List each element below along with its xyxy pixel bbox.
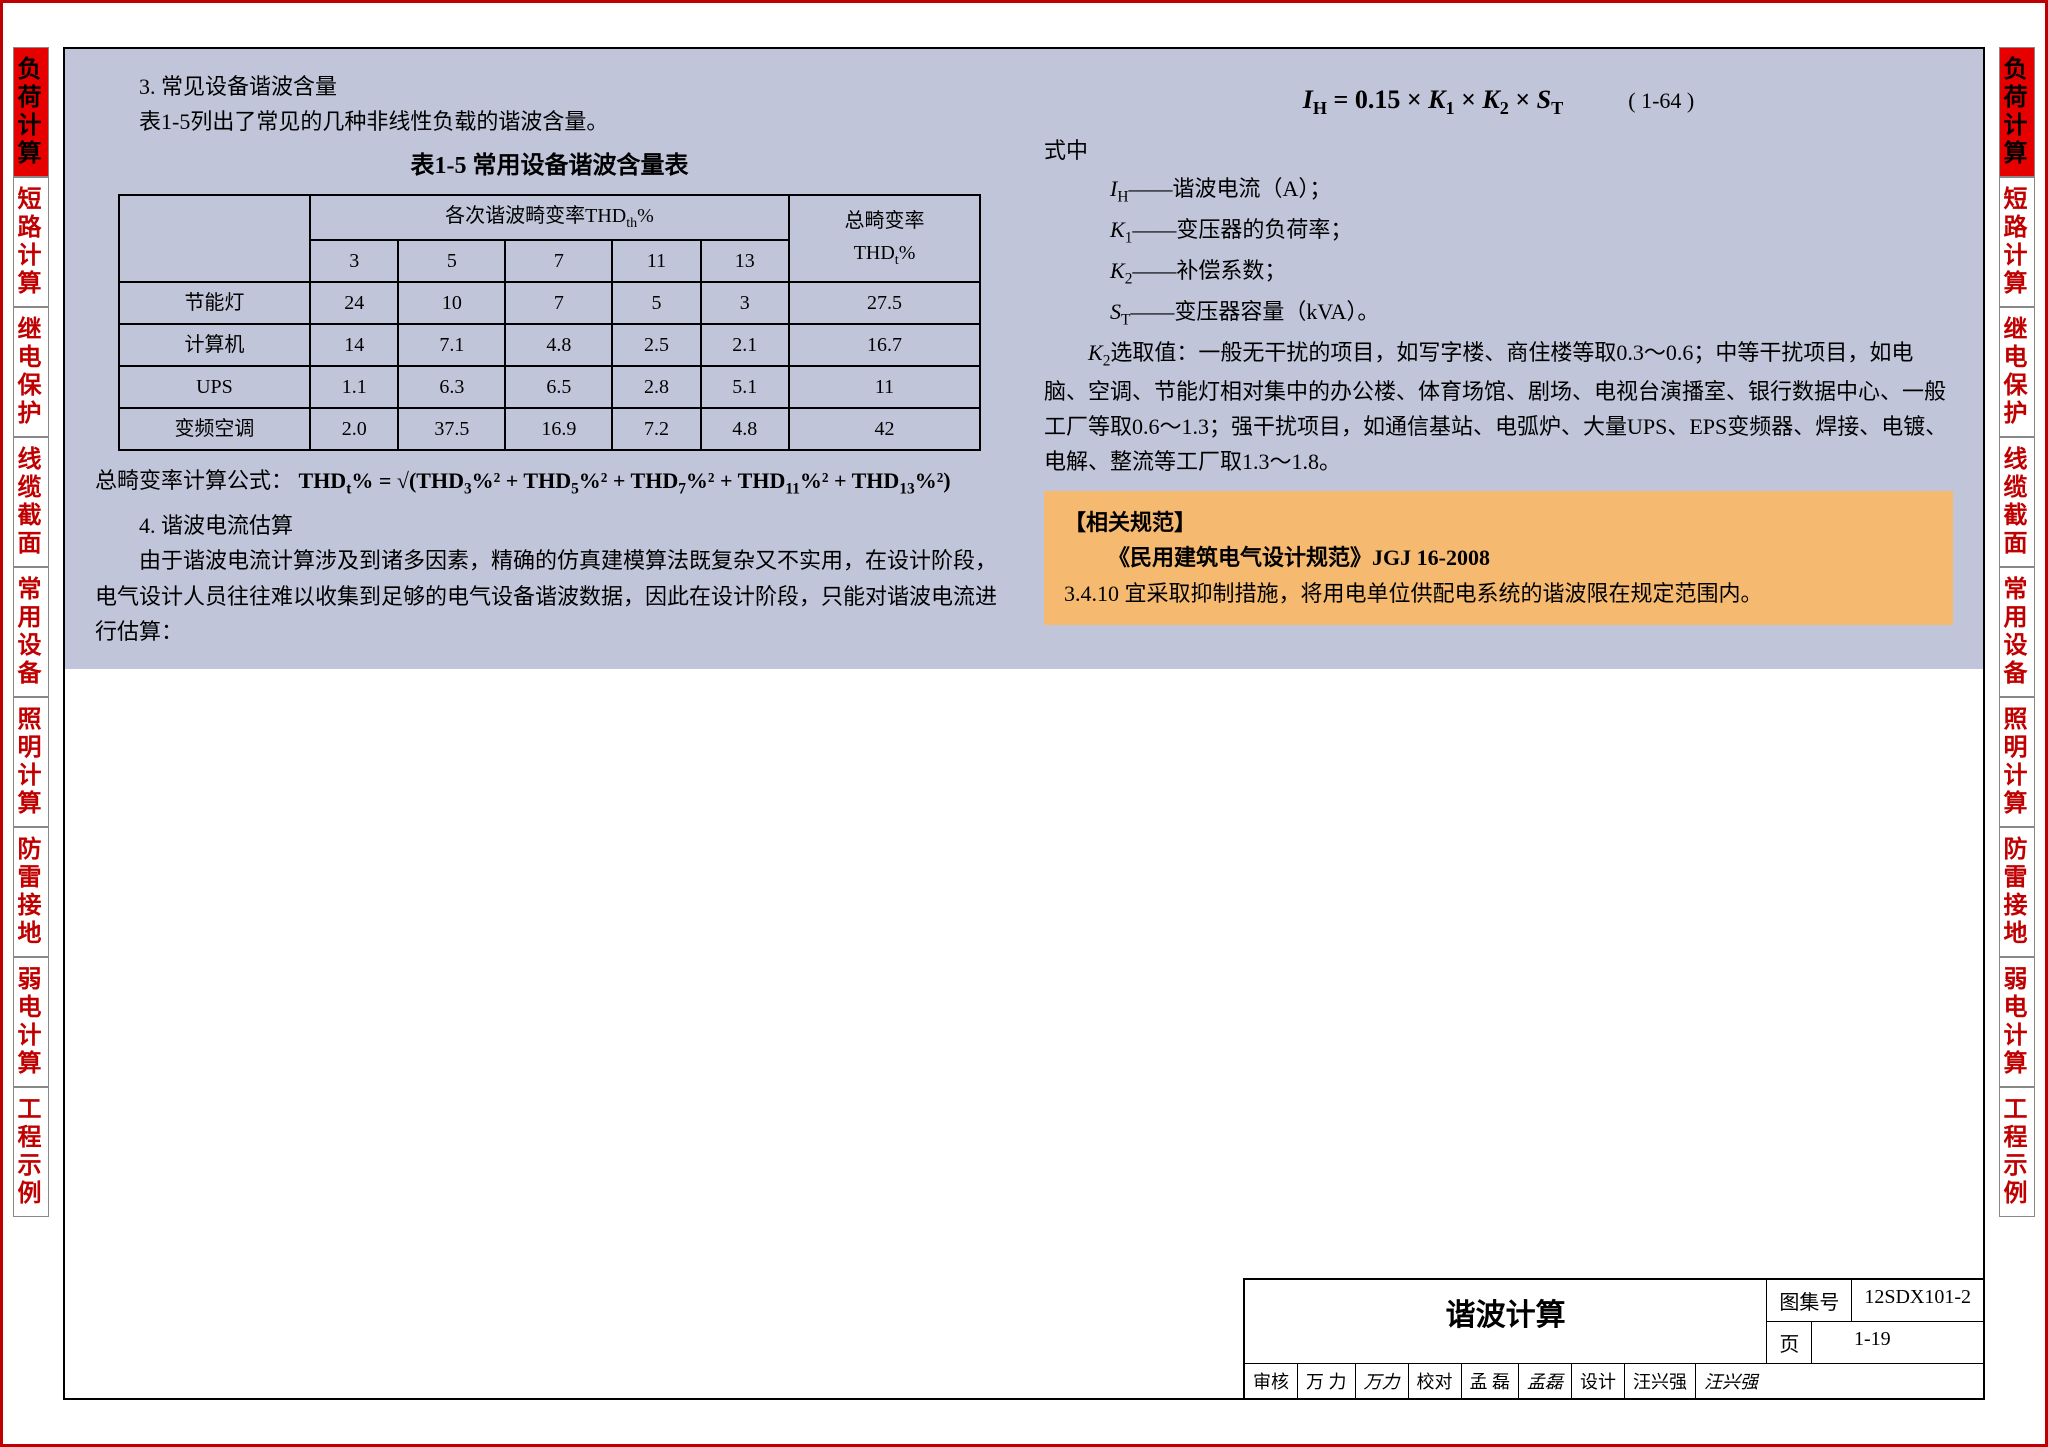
th-total: 总畸变率 THDt% [789, 195, 980, 282]
tab-6[interactable]: 防雷接地 [1999, 827, 2035, 957]
tab-0[interactable]: 负荷计算 [1999, 47, 2035, 177]
table-row: UPS1.16.36.52.85.111 [119, 366, 981, 408]
page-title: 谐波计算 [1245, 1280, 1767, 1363]
approvals-row: 审核万 力万力校对孟 磊孟磊设计汪兴强汪兴强 [1245, 1364, 1983, 1398]
regulation-ref: 《民用建筑电气设计规范》JGJ 16-2008 [1064, 540, 1933, 575]
tab-8[interactable]: 工程示例 [1999, 1087, 2035, 1217]
th-col: 3 [310, 240, 398, 282]
intro-text: 表1-5列出了常见的几种非线性负载的谐波含量。 [95, 104, 1004, 139]
table-row: 节能灯241075327.5 [119, 282, 981, 324]
definition: ST——变压器容量（kVA）。 [1110, 294, 1953, 333]
definition: IH——谐波电流（A）； [1110, 171, 1953, 210]
main-area: 3. 常见设备谐波含量 表1-5列出了常见的几种非线性负载的谐波含量。 表1-5… [63, 47, 1985, 1400]
definition: K1——变压器的负荷率； [1110, 212, 1953, 251]
th-col: 5 [398, 240, 505, 282]
tab-3[interactable]: 线缆截面 [1999, 437, 2035, 567]
section-heading-4: 4. 谐波电流估算 [95, 508, 1004, 543]
tab-2[interactable]: 继电保护 [1999, 307, 2035, 437]
regulation-clause: 3.4.10 宜采取抑制措施，将用电单位供配电系统的谐波限在规定范围内。 [1064, 576, 1933, 611]
left-column: 3. 常见设备谐波含量 表1-5列出了常见的几种非线性负载的谐波含量。 表1-5… [95, 69, 1024, 649]
tab-7[interactable]: 弱电计算 [13, 957, 49, 1087]
th-blank [119, 195, 310, 282]
tab-6[interactable]: 防雷接地 [13, 827, 49, 957]
page-frame: 负荷计算短路计算继电保护线缆截面常用设备照明计算防雷接地弱电计算工程示例 负荷计… [0, 0, 2048, 1447]
table-row: 变频空调2.037.516.97.24.842 [119, 408, 981, 450]
definition: K2——补偿系数； [1110, 253, 1953, 292]
th-col: 11 [612, 240, 700, 282]
tab-1[interactable]: 短路计算 [1999, 177, 2035, 307]
tab-2[interactable]: 继电保护 [13, 307, 49, 437]
th-col: 7 [505, 240, 612, 282]
tab-4[interactable]: 常用设备 [1999, 567, 2035, 697]
page-number: 1-19 [1812, 1322, 1932, 1363]
thd-table: 各次谐波畸变率THDth% 总畸变率 THDt% 3571113 节能灯2410… [118, 194, 982, 451]
regulation-box: 【相关规范】 《民用建筑电气设计规范》JGJ 16-2008 3.4.10 宜采… [1044, 491, 1953, 625]
page-label: 页 [1767, 1322, 1812, 1363]
tab-8[interactable]: 工程示例 [13, 1087, 49, 1217]
side-tabs-left: 负荷计算短路计算继电保护线缆截面常用设备照明计算防雷接地弱电计算工程示例 [13, 47, 49, 1217]
code-value: 12SDX101-2 [1852, 1280, 1983, 1321]
section-heading-3: 3. 常见设备谐波含量 [95, 69, 1004, 104]
code-label: 图集号 [1767, 1280, 1852, 1321]
estimation-text: 由于谐波电流计算涉及到诸多因素，精确的仿真建模算法既复杂又不实用，在设计阶段，电… [95, 543, 1004, 649]
tab-4[interactable]: 常用设备 [13, 567, 49, 697]
title-block: 谐波计算 图集号 12SDX101-2 页 1-19 审核万 力万力校对孟 磊孟… [1243, 1278, 1983, 1398]
table-title: 表1-5 常用设备谐波含量表 [95, 147, 1004, 185]
tab-1[interactable]: 短路计算 [13, 177, 49, 307]
formula-line: 总畸变率计算公式： THDt% = √(THD3%² + THD5%² + TH… [95, 463, 1004, 502]
th-col: 13 [701, 240, 789, 282]
content-block: 3. 常见设备谐波含量 表1-5列出了常见的几种非线性负载的谐波含量。 表1-5… [65, 49, 1983, 669]
side-tabs-right: 负荷计算短路计算继电保护线缆截面常用设备照明计算防雷接地弱电计算工程示例 [1999, 47, 2035, 1217]
tab-3[interactable]: 线缆截面 [13, 437, 49, 567]
regulation-title: 【相关规范】 [1064, 505, 1933, 540]
right-column: IH = 0.15 × K1 × K2 × ST ( 1-64 ) 式中 IH—… [1024, 69, 1953, 649]
main-equation: IH = 0.15 × K1 × K2 × ST ( 1-64 ) [1044, 79, 1953, 123]
th-thd-header: 各次谐波畸变率THDth% [310, 195, 789, 240]
tab-0[interactable]: 负荷计算 [13, 47, 49, 177]
tab-5[interactable]: 照明计算 [13, 697, 49, 827]
table-row: 计算机147.14.82.52.116.7 [119, 324, 981, 366]
tab-7[interactable]: 弱电计算 [1999, 957, 2035, 1087]
definitions: 式中 IH——谐波电流（A）；K1——变压器的负荷率；K2——补偿系数；ST——… [1044, 133, 1953, 332]
tab-5[interactable]: 照明计算 [1999, 697, 2035, 827]
k2-text: K2选取值：一般无干扰的项目，如写字楼、商住楼等取0.3～0.6；中等干扰项目，… [1044, 335, 1953, 480]
